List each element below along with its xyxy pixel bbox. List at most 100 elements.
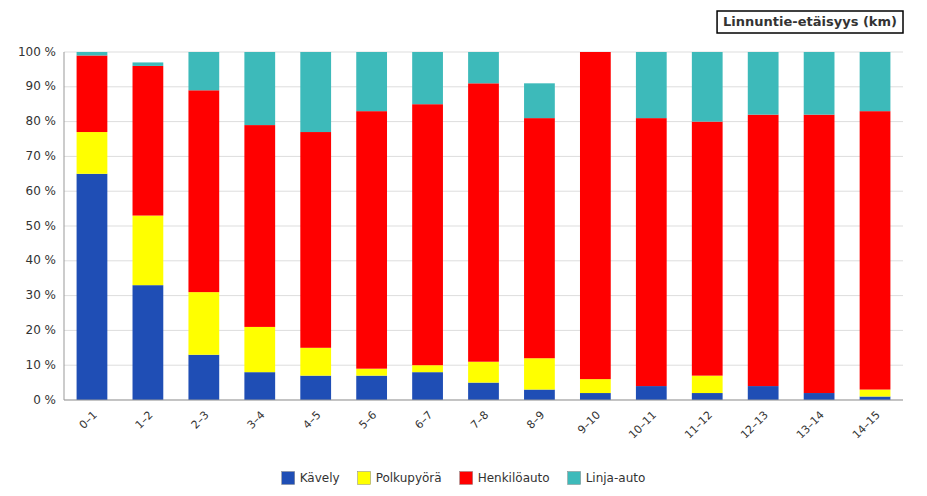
x-tick-label: 14–15 [850, 409, 883, 442]
bar-segment [188, 52, 219, 90]
bar-segment [580, 52, 611, 379]
bar-segment [412, 52, 443, 104]
bar-segment [300, 52, 331, 132]
bar-segment [524, 118, 555, 358]
bar-segment [748, 386, 779, 400]
bar-segment [412, 365, 443, 372]
y-tick-label: 100 % [18, 45, 56, 59]
annotation: Linnuntie-etäisyys (km) [717, 11, 903, 33]
bar-segment [580, 393, 611, 400]
x-tick-label: 9–10 [575, 409, 603, 437]
bar-segment [300, 132, 331, 348]
bar-segment [804, 52, 835, 115]
legend-label: Kävely [300, 471, 340, 485]
bar-segment [524, 83, 555, 118]
bar-segment [748, 115, 779, 386]
legend-label: Henkilöauto [478, 471, 550, 485]
bar-segment [133, 66, 164, 216]
x-tick-label: 3–4 [245, 409, 268, 432]
x-tick-label: 1–2 [133, 409, 156, 432]
annotation-box [717, 11, 903, 33]
bar-segment [468, 383, 499, 400]
bar-segment [188, 90, 219, 292]
bar-segment [580, 379, 611, 393]
bar-segment [356, 52, 387, 111]
bar-segment [412, 372, 443, 400]
x-tick-label: 5–6 [356, 409, 379, 432]
bar-segment [524, 358, 555, 389]
bar-segment [133, 62, 164, 65]
bar-segment [748, 52, 779, 115]
bar-segment [580, 52, 611, 53]
y-tick-label: 70 % [26, 149, 57, 163]
x-tick-label: 6–7 [412, 409, 435, 432]
grid-line [64, 400, 903, 401]
x-tick-label: 2–3 [189, 409, 212, 432]
y-tick-label: 60 % [26, 184, 57, 198]
bar-segment [77, 174, 108, 400]
bar-segment [860, 390, 891, 397]
y-tick-label: 80 % [26, 114, 57, 128]
bar-segment [77, 132, 108, 174]
bars [77, 52, 891, 400]
legend: Kävely Polkupyörä Henkilöauto Linja-auto [282, 471, 646, 485]
x-axis: 0–11–22–33–44–55–66–77–88–99–1010–1111–1… [64, 400, 903, 441]
bar-segment [860, 397, 891, 400]
x-tick-label: 7–8 [468, 409, 491, 432]
bar-segment [412, 104, 443, 365]
legend-swatch [460, 472, 473, 485]
bar-segment [692, 393, 723, 400]
series [77, 52, 891, 393]
bar-segment [804, 115, 835, 393]
x-tick-label: 0–1 [77, 409, 100, 432]
y-axis: 0 % 10 % 20 % 30 % 40 % 50 % 60 % 70 % 80 % 90 % 1… [18, 45, 64, 407]
bar-segment [636, 52, 667, 118]
y-tick-label: 10 % [26, 358, 57, 372]
bar-segment [524, 390, 555, 400]
bar-segment [692, 122, 723, 376]
x-tick-label: 12–13 [738, 409, 771, 442]
x-tick-label: 11–12 [682, 409, 715, 442]
bar-segment [188, 355, 219, 400]
y-axis-line [64, 52, 65, 400]
y-tick-label: 20 % [26, 323, 57, 337]
bar-segment [356, 111, 387, 369]
x-tick-label: 13–14 [794, 409, 827, 442]
legend-label: Polkupyörä [376, 471, 442, 485]
bar-segment [692, 52, 723, 122]
y-tick-label: 90 % [26, 79, 57, 93]
bar-segment [356, 376, 387, 400]
bar-segment [77, 52, 108, 55]
bar-segment [133, 285, 164, 400]
bar-segment [300, 376, 331, 400]
annotation-text: Linnuntie-etäisyys (km) [723, 14, 897, 29]
y-tick-label: 50 % [26, 219, 57, 233]
grid [64, 52, 903, 400]
bar-segment [244, 52, 275, 125]
legend-swatch [358, 472, 371, 485]
bar-segment [244, 125, 275, 327]
bar-segment [244, 327, 275, 372]
x-tick-label: 10–11 [626, 409, 659, 442]
bar-segment [804, 393, 835, 400]
x-axis-line [64, 400, 903, 401]
bar-segment [356, 369, 387, 376]
legend-swatch [282, 472, 295, 485]
bar-segment [133, 216, 164, 286]
bar-segment [300, 348, 331, 376]
bar-segment [468, 83, 499, 361]
y-tick-label: 0 % [33, 393, 56, 407]
bar-segment [692, 376, 723, 393]
chart: 0 % 10 % 20 % 30 % 40 % 50 % 60 % 70 % 80 % 90 % 1… [0, 0, 927, 496]
bar-segment [636, 386, 667, 400]
series [77, 52, 891, 132]
bar-segment [468, 362, 499, 383]
x-tick-label: 8–9 [524, 409, 547, 432]
bar-segment [244, 372, 275, 400]
bar-segment [188, 292, 219, 355]
y-tick-label: 30 % [26, 288, 57, 302]
bar-segment [860, 111, 891, 389]
bar-segment [636, 118, 667, 386]
y-tick-label: 40 % [26, 253, 57, 267]
legend-label: Linja-auto [586, 471, 646, 485]
